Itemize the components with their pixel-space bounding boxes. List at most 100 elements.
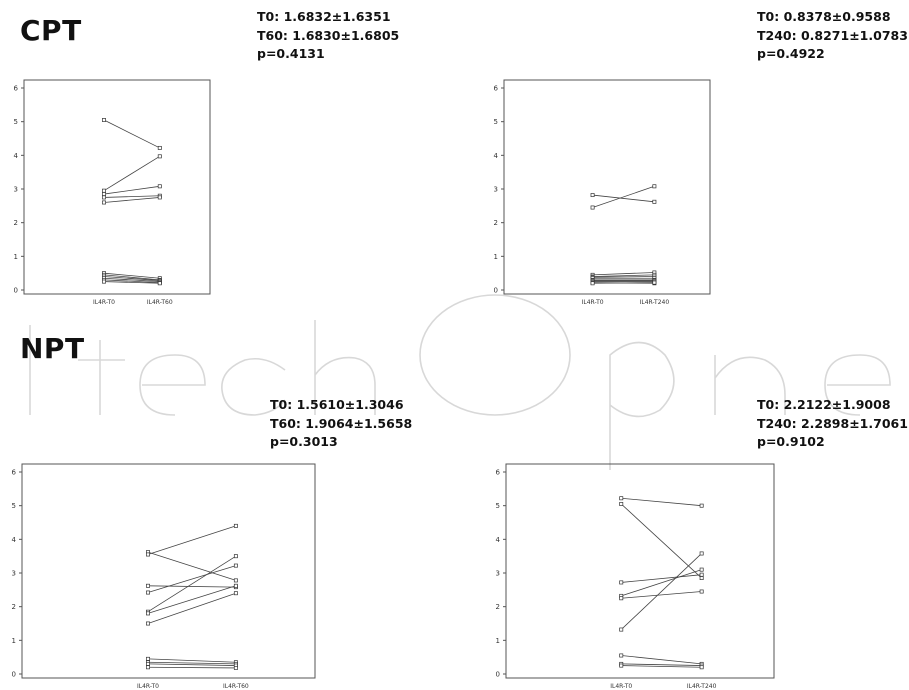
pair-line <box>103 272 160 279</box>
y-tick-label: 2 <box>12 603 16 611</box>
data-point <box>233 554 238 559</box>
x-tick-label: IL4R-T0 <box>582 299 604 306</box>
stats-line: T60: 1.6830±1.6805 <box>257 27 400 43</box>
pair-line <box>147 658 236 663</box>
y-tick-label: 5 <box>496 502 500 510</box>
data-point <box>590 205 595 210</box>
pair-line <box>592 194 655 203</box>
data-point <box>233 563 238 568</box>
y-tick-label: 0 <box>494 287 498 295</box>
y-tick-label: 4 <box>494 152 499 160</box>
data-point <box>157 281 162 286</box>
y-tick-label: 1 <box>496 637 500 645</box>
y-tick-label: 6 <box>494 85 499 93</box>
pair-line <box>103 197 160 203</box>
plot-frame <box>23 79 211 295</box>
pair-line <box>147 555 237 613</box>
y-tick-label: 4 <box>14 152 19 160</box>
stats-line: p=0.9102 <box>757 434 825 449</box>
pair-line <box>103 281 160 284</box>
data-point <box>233 583 238 588</box>
y-tick-label: 6 <box>12 469 17 477</box>
pair-line <box>147 525 237 555</box>
stats-line: T60: 1.9064±1.5658 <box>270 415 413 431</box>
pair-line <box>147 585 236 588</box>
stats-npt-t240: T0: 2.2122±1.9008 T240: 2.2898±1.7061 p=… <box>757 396 908 452</box>
data-point <box>619 596 624 601</box>
y-tick-label: 3 <box>494 186 498 194</box>
pair-line <box>592 272 655 276</box>
data-point <box>619 496 624 501</box>
data-point <box>102 200 106 205</box>
y-tick-label: 0 <box>14 287 18 295</box>
data-point <box>146 656 150 661</box>
pair-line <box>103 156 160 192</box>
stats-line: p=0.4922 <box>757 46 825 61</box>
pair-line <box>147 661 236 665</box>
x-tick-label: IL4R-T240 <box>687 683 717 690</box>
y-tick-label: 6 <box>496 469 501 477</box>
x-tick-label: IL4R-T0 <box>610 683 632 690</box>
data-point <box>146 621 150 626</box>
data-point <box>146 665 150 670</box>
pair-line <box>620 553 702 630</box>
data-point <box>146 590 150 595</box>
data-point <box>102 118 106 122</box>
pair-line <box>621 574 702 583</box>
data-point <box>233 591 238 596</box>
plot-frame <box>505 463 775 679</box>
chart-cpt-t60: 0 1 2 3 4 5 6 IL4R-T0 IL4R-T60 <box>14 79 211 306</box>
y-tick-label: 3 <box>14 186 18 194</box>
pair-line <box>103 277 160 282</box>
data-point <box>652 199 657 204</box>
pair-line <box>621 665 702 668</box>
x-tick-label: IL4R-T60 <box>223 683 249 690</box>
data-point <box>102 188 106 193</box>
y-tick-label: 5 <box>12 502 16 510</box>
data-point <box>699 589 704 594</box>
y-tick-label: 2 <box>496 603 500 611</box>
pair-line <box>621 663 702 666</box>
stats-line: p=0.3013 <box>270 434 338 449</box>
data-point <box>699 567 704 572</box>
chart-npt-t60: 0 1 2 3 4 5 6 IL4R-T0 IL4R-T60 <box>12 463 316 690</box>
pair-line <box>147 551 237 581</box>
pair-line <box>592 276 655 278</box>
data-point <box>652 280 657 285</box>
y-tick-label: 1 <box>14 253 18 261</box>
data-point <box>157 154 162 159</box>
data-point <box>102 192 106 196</box>
data-point <box>590 193 595 198</box>
x-tick-label: IL4R-T0 <box>93 299 115 306</box>
section-label-npt: NPT <box>20 332 85 365</box>
pair-line <box>103 185 160 195</box>
data-point <box>157 145 162 150</box>
y-tick-label: 1 <box>494 253 498 261</box>
y-tick-label: 2 <box>14 219 18 227</box>
pair-line <box>147 565 237 593</box>
stats-npt-t60: T0: 1.5610±1.3046 T60: 1.9064±1.5658 p=0… <box>270 396 412 452</box>
stats-cpt-t60: T0: 1.6832±1.6351 T60: 1.6830±1.6805 p=0… <box>257 8 399 64</box>
y-tick-label: 5 <box>14 118 18 126</box>
y-tick-label: 0 <box>12 671 16 679</box>
y-tick-label: 5 <box>494 118 498 126</box>
y-tick-label: 1 <box>12 637 16 645</box>
data-point <box>157 195 162 200</box>
pair-line <box>621 591 702 599</box>
pair-line <box>621 569 702 597</box>
pair-line <box>103 279 160 283</box>
data-point <box>619 653 624 658</box>
plot-frame <box>503 79 711 295</box>
data-point <box>699 572 704 577</box>
pair-line <box>103 119 160 149</box>
stats-cpt-t240: T0: 0.8378±0.9588 T240: 0.8271±1.0783 p=… <box>757 8 908 64</box>
stats-line: p=0.4131 <box>257 46 325 61</box>
y-tick-label: 6 <box>14 85 19 93</box>
pair-line <box>621 655 702 665</box>
data-point <box>102 195 106 200</box>
data-point <box>699 576 704 580</box>
data-point <box>157 184 162 189</box>
y-tick-label: 4 <box>12 536 17 544</box>
y-tick-label: 2 <box>494 219 498 227</box>
